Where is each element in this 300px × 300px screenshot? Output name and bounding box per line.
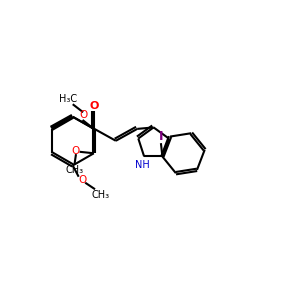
- Text: O: O: [72, 146, 80, 156]
- Text: CH₃: CH₃: [65, 165, 84, 175]
- Text: O: O: [78, 175, 86, 185]
- Text: O: O: [79, 110, 87, 120]
- Text: NH: NH: [135, 160, 150, 170]
- Text: O: O: [90, 101, 99, 111]
- Text: H₃C: H₃C: [58, 94, 77, 104]
- Text: I: I: [159, 130, 163, 143]
- Text: CH₃: CH₃: [91, 190, 109, 200]
